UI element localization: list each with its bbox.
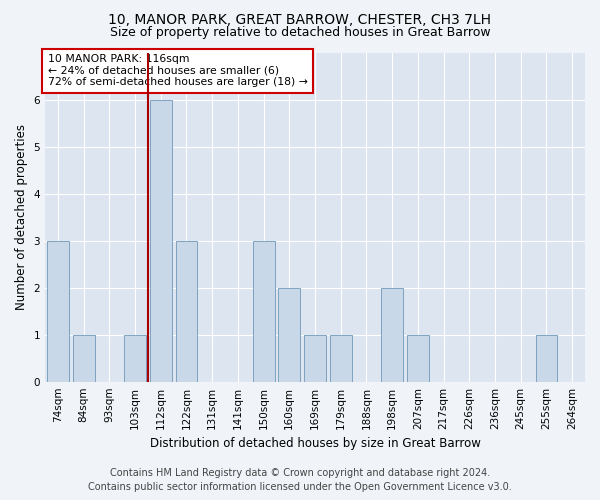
- Bar: [47, 240, 69, 382]
- Bar: [536, 334, 557, 382]
- Bar: [150, 100, 172, 382]
- Text: 10 MANOR PARK: 116sqm
← 24% of detached houses are smaller (6)
72% of semi-detac: 10 MANOR PARK: 116sqm ← 24% of detached …: [48, 54, 308, 88]
- Text: 10, MANOR PARK, GREAT BARROW, CHESTER, CH3 7LH: 10, MANOR PARK, GREAT BARROW, CHESTER, C…: [109, 12, 491, 26]
- Bar: [253, 240, 275, 382]
- Bar: [278, 288, 300, 382]
- Text: Size of property relative to detached houses in Great Barrow: Size of property relative to detached ho…: [110, 26, 490, 39]
- Text: Contains HM Land Registry data © Crown copyright and database right 2024.
Contai: Contains HM Land Registry data © Crown c…: [88, 468, 512, 492]
- Bar: [176, 240, 197, 382]
- Y-axis label: Number of detached properties: Number of detached properties: [15, 124, 28, 310]
- X-axis label: Distribution of detached houses by size in Great Barrow: Distribution of detached houses by size …: [149, 437, 481, 450]
- Bar: [407, 334, 429, 382]
- Bar: [73, 334, 95, 382]
- Bar: [124, 334, 146, 382]
- Bar: [381, 288, 403, 382]
- Bar: [330, 334, 352, 382]
- Bar: [304, 334, 326, 382]
